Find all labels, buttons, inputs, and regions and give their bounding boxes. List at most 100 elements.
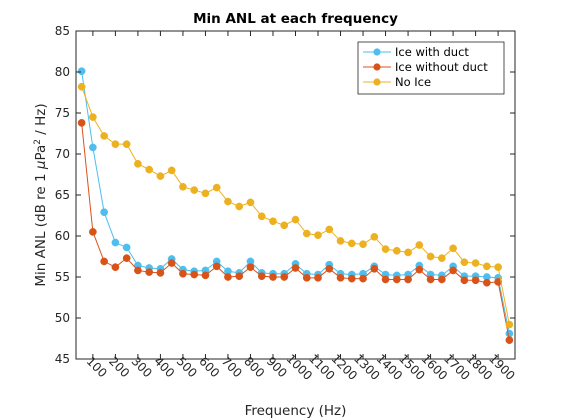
data-point — [202, 272, 209, 279]
data-point — [78, 68, 85, 75]
data-point — [416, 241, 423, 248]
data-point — [371, 233, 378, 240]
data-point — [168, 259, 175, 266]
data-point — [314, 232, 321, 239]
y-tick-label: 65 — [55, 188, 70, 202]
data-point — [134, 160, 141, 167]
data-point — [179, 183, 186, 190]
y-tick-label: 75 — [55, 106, 70, 120]
y-axis-title-mu: μ — [33, 161, 49, 171]
data-point — [247, 199, 254, 206]
data-point — [359, 241, 366, 248]
data-point — [191, 186, 198, 193]
legend-marker — [373, 78, 380, 85]
data-point — [236, 273, 243, 280]
data-point — [168, 167, 175, 174]
data-point — [146, 268, 153, 275]
data-point — [404, 249, 411, 256]
data-point — [359, 275, 366, 282]
data-point — [134, 267, 141, 274]
legend-label: Ice without duct — [395, 60, 488, 74]
data-point — [281, 222, 288, 229]
data-point — [382, 276, 389, 283]
data-point — [326, 226, 333, 233]
data-point — [506, 337, 513, 344]
data-point — [495, 264, 502, 271]
y-tick-label: 60 — [55, 229, 70, 243]
data-point — [89, 144, 96, 151]
data-point — [157, 269, 164, 276]
data-point — [112, 141, 119, 148]
data-point — [393, 276, 400, 283]
y-axis-title-unit: / Hz) — [33, 103, 49, 139]
y-tick-label: 70 — [55, 147, 70, 161]
data-point — [89, 228, 96, 235]
data-point — [123, 244, 130, 251]
data-point — [89, 114, 96, 121]
y-tick-label: 85 — [55, 24, 70, 38]
data-point — [337, 274, 344, 281]
data-point — [191, 271, 198, 278]
data-point — [461, 259, 468, 266]
y-axis-title-part: Min ANL (dB re 1 — [33, 169, 49, 287]
legend-label: No Ice — [395, 75, 431, 89]
data-point — [269, 218, 276, 225]
data-point — [404, 276, 411, 283]
data-point — [506, 321, 513, 328]
data-point — [438, 276, 445, 283]
data-point — [236, 203, 243, 210]
data-point — [101, 132, 108, 139]
data-point — [427, 253, 434, 260]
data-point — [393, 247, 400, 254]
data-point — [292, 216, 299, 223]
data-point — [326, 265, 333, 272]
data-point — [483, 279, 490, 286]
data-point — [179, 270, 186, 277]
data-point — [416, 266, 423, 273]
data-point — [281, 273, 288, 280]
data-point — [202, 190, 209, 197]
y-tick-label: 50 — [55, 311, 70, 325]
y-axis-title-pa: Pa — [33, 145, 49, 161]
data-point — [123, 141, 130, 148]
data-point — [461, 277, 468, 284]
data-point — [348, 275, 355, 282]
y-tick-label: 45 — [55, 352, 70, 366]
data-point — [382, 246, 389, 253]
x-axis-title: Frequency (Hz) — [245, 403, 347, 419]
data-point — [213, 184, 220, 191]
data-point — [472, 259, 479, 266]
data-point — [438, 255, 445, 262]
data-point — [157, 173, 164, 180]
data-point — [449, 267, 456, 274]
data-point — [112, 264, 119, 271]
y-tick-label: 55 — [55, 270, 70, 284]
data-point — [314, 274, 321, 281]
data-point — [112, 239, 119, 246]
chart-title: Min ANL at each frequency — [193, 11, 398, 27]
y-axis-title: Min ANL (dB re 1 μPa2 / Hz) — [33, 103, 49, 286]
data-point — [371, 265, 378, 272]
data-point — [224, 198, 231, 205]
data-point — [337, 237, 344, 244]
legend-marker — [373, 63, 380, 70]
data-point — [449, 245, 456, 252]
data-point — [472, 277, 479, 284]
data-point — [483, 263, 490, 270]
data-point — [247, 264, 254, 271]
data-point — [146, 166, 153, 173]
data-point — [269, 273, 276, 280]
data-point — [123, 255, 130, 262]
legend-label: Ice with duct — [395, 45, 469, 59]
data-point — [258, 213, 265, 220]
data-point — [506, 330, 513, 337]
data-point — [303, 230, 310, 237]
data-point — [78, 119, 85, 126]
y-tick-label: 80 — [55, 65, 70, 79]
data-point — [348, 240, 355, 247]
data-point — [78, 83, 85, 90]
data-point — [213, 263, 220, 270]
data-point — [427, 276, 434, 283]
